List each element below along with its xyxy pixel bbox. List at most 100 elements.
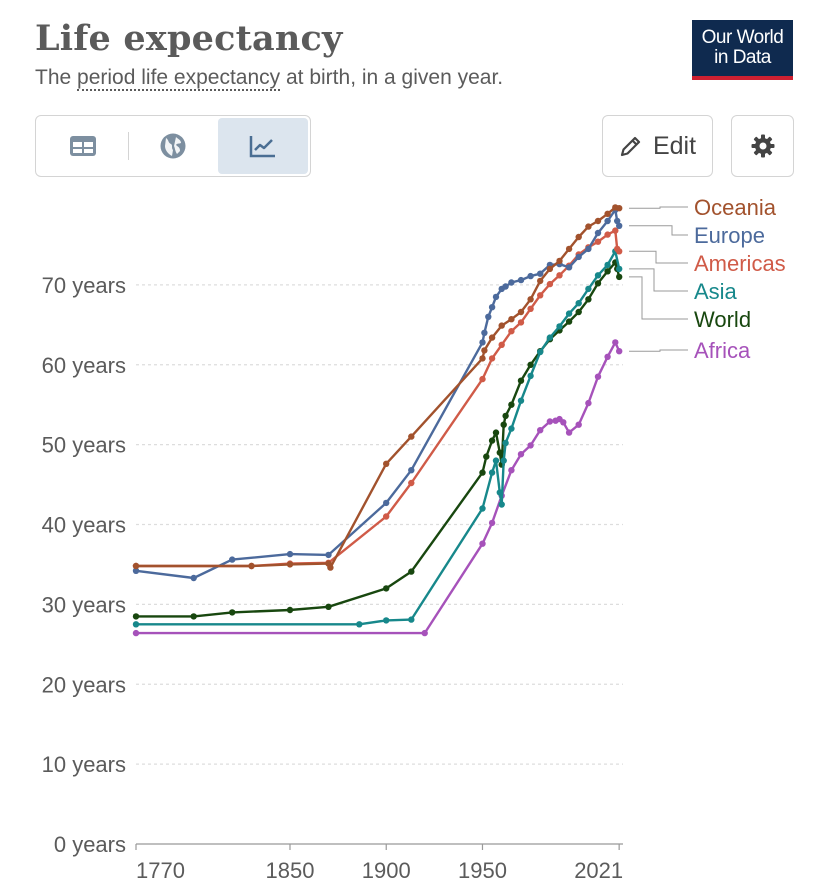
tab-table[interactable] [38, 118, 128, 174]
legend-label-asia: Asia [694, 279, 738, 304]
data-point [286, 550, 294, 558]
data-point [479, 540, 486, 547]
series-line [136, 229, 621, 568]
data-point [383, 499, 390, 507]
data-point [517, 397, 525, 404]
data-point [496, 489, 503, 496]
data-point [508, 467, 515, 474]
settings-button[interactable] [731, 115, 794, 177]
logo-line-1: Our World [701, 27, 784, 48]
data-point [575, 233, 582, 241]
data-point [508, 316, 515, 323]
subtitle-post: at birth, in a given year. [280, 66, 504, 89]
owid-logo[interactable]: Our World in Data [692, 20, 793, 80]
data-point [383, 460, 390, 467]
data-point [604, 210, 611, 217]
data-point [248, 562, 255, 570]
tab-map[interactable] [128, 118, 218, 174]
data-point [492, 457, 500, 464]
data-point [498, 501, 505, 508]
y-tick-label: 70 years [42, 273, 126, 298]
data-point [565, 310, 573, 317]
data-point [500, 421, 507, 428]
data-point [575, 421, 582, 428]
data-point [614, 217, 621, 225]
label-connector [629, 206, 688, 209]
globe-icon [160, 133, 186, 159]
series-oceania [132, 204, 623, 571]
data-point [508, 279, 515, 286]
data-point [479, 505, 486, 512]
edit-button[interactable]: Edit [602, 115, 713, 177]
series-asia [132, 248, 623, 628]
data-point [286, 606, 294, 614]
data-point [616, 248, 623, 255]
data-point [585, 296, 592, 303]
data-point [132, 567, 140, 574]
table-icon [70, 136, 96, 156]
data-point [229, 556, 236, 563]
y-tick-label: 50 years [42, 433, 126, 458]
data-point [546, 334, 554, 341]
tab-separator [128, 132, 129, 160]
data-point [560, 419, 567, 426]
data-point [616, 222, 623, 229]
data-point [498, 322, 505, 329]
data-point [575, 308, 582, 316]
data-point [485, 313, 492, 320]
data-point [616, 205, 623, 212]
data-point [408, 616, 415, 623]
series-americas [132, 227, 623, 570]
data-point [585, 285, 592, 293]
data-point [537, 348, 544, 356]
data-point [604, 353, 611, 360]
tab-chart[interactable] [218, 118, 308, 174]
data-point [616, 273, 623, 281]
data-point [527, 305, 534, 312]
data-point [546, 280, 554, 288]
data-point [616, 265, 623, 273]
data-point [594, 280, 602, 287]
data-point [517, 451, 525, 458]
series-line [135, 208, 621, 580]
x-tick-label: 1900 [362, 858, 411, 883]
data-point [546, 418, 554, 425]
data-point [537, 277, 544, 285]
data-point [537, 427, 544, 434]
data-point [565, 264, 573, 271]
series-line [136, 250, 621, 626]
label-connector [629, 250, 688, 264]
legend-label-europe: Europe [694, 223, 765, 248]
data-point [517, 308, 525, 316]
data-point [132, 613, 140, 620]
data-point [492, 429, 500, 436]
data-point [500, 457, 507, 464]
data-point [132, 562, 140, 570]
data-point [502, 412, 509, 420]
label-connector [629, 276, 688, 320]
data-point [479, 469, 486, 476]
data-point [585, 245, 592, 253]
series-line [136, 341, 621, 635]
subtitle-pre: The [35, 66, 78, 89]
data-point [594, 229, 602, 237]
data-point [502, 283, 509, 290]
data-point [527, 296, 534, 303]
data-point [325, 551, 332, 559]
data-point [585, 223, 592, 230]
page-subtitle: The period life expectancy at birth, in … [35, 66, 504, 91]
legend-label-africa: Africa [694, 338, 751, 363]
data-point [517, 377, 525, 384]
data-point [604, 231, 611, 238]
data-point [556, 323, 563, 330]
y-tick-label: 10 years [42, 752, 126, 777]
legend-label-world: World [694, 307, 751, 332]
data-point [488, 437, 496, 444]
data-point [508, 401, 515, 408]
data-point [556, 272, 563, 279]
data-point [565, 318, 573, 325]
subtitle-definition-link[interactable]: period life expectancy [77, 66, 281, 91]
data-point [488, 334, 496, 341]
data-point [594, 373, 602, 380]
data-point [190, 574, 197, 582]
